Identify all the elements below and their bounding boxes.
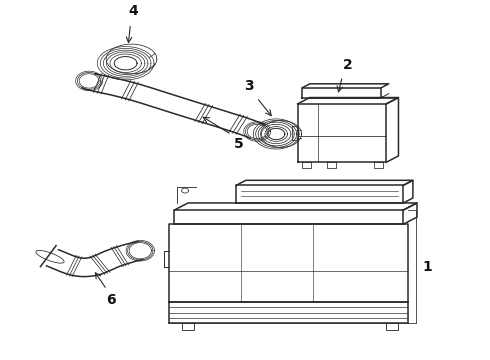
Text: 2: 2 [343, 58, 352, 72]
Text: 1: 1 [423, 260, 433, 274]
Text: 5: 5 [234, 138, 244, 152]
Text: 4: 4 [128, 4, 138, 18]
Text: 3: 3 [245, 79, 254, 93]
Text: 6: 6 [106, 293, 116, 307]
